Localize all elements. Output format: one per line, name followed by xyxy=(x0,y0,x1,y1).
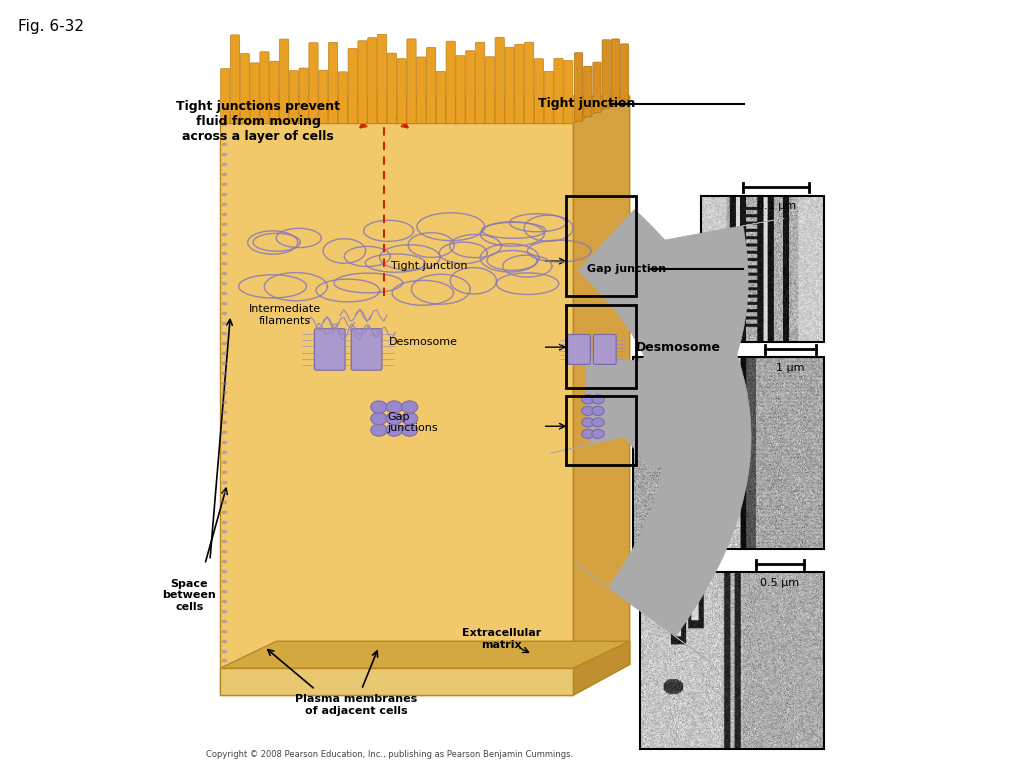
Circle shape xyxy=(386,424,402,436)
FancyBboxPatch shape xyxy=(221,68,229,124)
Polygon shape xyxy=(220,668,573,695)
FancyBboxPatch shape xyxy=(241,54,250,124)
FancyBboxPatch shape xyxy=(485,57,495,124)
FancyBboxPatch shape xyxy=(314,329,345,370)
FancyBboxPatch shape xyxy=(407,39,416,124)
Text: 0.5 μm: 0.5 μm xyxy=(760,578,800,588)
Text: Extracellular
matrix: Extracellular matrix xyxy=(462,628,542,650)
FancyBboxPatch shape xyxy=(230,35,240,124)
FancyBboxPatch shape xyxy=(299,68,308,124)
Circle shape xyxy=(592,406,604,415)
FancyBboxPatch shape xyxy=(397,58,407,124)
Polygon shape xyxy=(220,123,573,695)
FancyBboxPatch shape xyxy=(602,40,610,108)
Bar xyxy=(633,357,824,549)
Circle shape xyxy=(582,406,594,415)
Bar xyxy=(566,196,636,296)
FancyBboxPatch shape xyxy=(466,51,475,124)
Text: Desmosome: Desmosome xyxy=(389,336,458,347)
Circle shape xyxy=(592,429,604,439)
Bar xyxy=(701,196,824,342)
FancyBboxPatch shape xyxy=(318,70,328,124)
Text: Gap
junctions: Gap junctions xyxy=(387,412,437,433)
Text: Fig. 6-32: Fig. 6-32 xyxy=(18,19,84,35)
FancyBboxPatch shape xyxy=(387,53,396,124)
FancyBboxPatch shape xyxy=(456,56,465,124)
FancyBboxPatch shape xyxy=(496,38,504,124)
FancyBboxPatch shape xyxy=(290,71,299,124)
FancyBboxPatch shape xyxy=(574,53,583,121)
Circle shape xyxy=(371,424,387,436)
Circle shape xyxy=(401,412,418,425)
FancyBboxPatch shape xyxy=(309,43,318,124)
Text: Space
between
cells: Space between cells xyxy=(163,578,216,612)
FancyBboxPatch shape xyxy=(250,63,259,124)
Circle shape xyxy=(592,418,604,427)
Text: 0.1 μm: 0.1 μm xyxy=(757,201,796,211)
FancyBboxPatch shape xyxy=(280,39,289,124)
Text: Intermediate
filaments: Intermediate filaments xyxy=(249,304,321,326)
FancyBboxPatch shape xyxy=(611,39,620,104)
FancyBboxPatch shape xyxy=(329,42,338,124)
FancyBboxPatch shape xyxy=(368,38,377,124)
Polygon shape xyxy=(573,96,630,695)
FancyBboxPatch shape xyxy=(436,71,445,124)
Circle shape xyxy=(582,429,594,439)
Circle shape xyxy=(401,401,418,413)
FancyBboxPatch shape xyxy=(417,57,426,124)
Bar xyxy=(566,305,636,388)
FancyBboxPatch shape xyxy=(515,45,524,124)
FancyBboxPatch shape xyxy=(260,51,269,124)
FancyBboxPatch shape xyxy=(338,72,347,124)
Circle shape xyxy=(386,401,402,413)
FancyBboxPatch shape xyxy=(348,48,357,124)
FancyBboxPatch shape xyxy=(351,329,382,370)
Text: Gap junction: Gap junction xyxy=(587,263,666,274)
FancyBboxPatch shape xyxy=(584,66,592,117)
Text: 1 μm: 1 μm xyxy=(776,363,805,373)
Circle shape xyxy=(582,395,594,404)
Circle shape xyxy=(386,412,402,425)
FancyBboxPatch shape xyxy=(446,41,456,124)
Polygon shape xyxy=(220,641,630,668)
FancyBboxPatch shape xyxy=(621,44,629,99)
FancyBboxPatch shape xyxy=(358,41,367,124)
FancyBboxPatch shape xyxy=(475,42,484,124)
Circle shape xyxy=(371,412,387,425)
Circle shape xyxy=(592,395,604,404)
FancyBboxPatch shape xyxy=(505,48,514,124)
Text: Plasma membranes
of adjacent cells: Plasma membranes of adjacent cells xyxy=(295,694,418,716)
Circle shape xyxy=(401,424,418,436)
Circle shape xyxy=(582,418,594,427)
FancyBboxPatch shape xyxy=(535,58,544,124)
FancyBboxPatch shape xyxy=(567,335,590,364)
FancyBboxPatch shape xyxy=(524,42,534,124)
Bar xyxy=(566,396,636,465)
Circle shape xyxy=(371,401,387,413)
FancyBboxPatch shape xyxy=(554,58,563,124)
Text: Desmosome: Desmosome xyxy=(636,341,721,353)
FancyBboxPatch shape xyxy=(378,35,387,124)
Text: Copyright © 2008 Pearson Education, Inc., publishing as Pearson Benjamin Cumming: Copyright © 2008 Pearson Education, Inc.… xyxy=(206,750,572,759)
FancyBboxPatch shape xyxy=(427,48,436,124)
FancyBboxPatch shape xyxy=(544,71,553,124)
Polygon shape xyxy=(220,96,630,123)
FancyBboxPatch shape xyxy=(269,61,279,124)
Text: Tight junction: Tight junction xyxy=(391,261,468,272)
FancyBboxPatch shape xyxy=(593,335,616,364)
Text: Tight junctions prevent
fluid from moving
across a layer of cells: Tight junctions prevent fluid from movin… xyxy=(176,100,340,143)
FancyBboxPatch shape xyxy=(593,62,601,112)
FancyBboxPatch shape xyxy=(564,61,573,124)
Polygon shape xyxy=(573,641,630,695)
Bar xyxy=(640,572,824,749)
Text: Tight junction: Tight junction xyxy=(538,98,635,110)
